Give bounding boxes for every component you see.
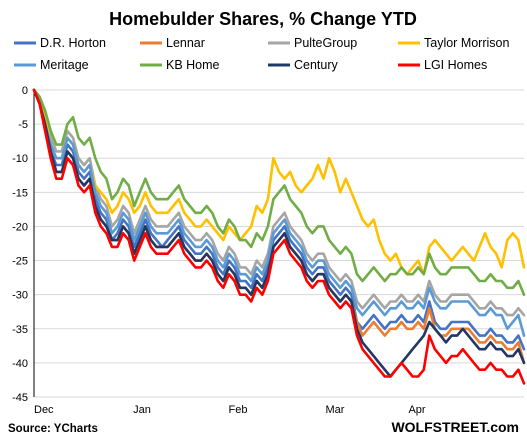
x-tick-label: Dec [34, 404, 54, 416]
y-axis: 0 -5 -10 -15 -20 -25 -30 -35 -40 -45 [12, 85, 35, 404]
chart-title: Homebulder Shares, % Change YTD [109, 9, 417, 29]
series-line-d-r-horton [32, 88, 526, 351]
y-tick-label: -10 [12, 153, 28, 165]
series-line-lgi-homes [32, 88, 526, 385]
legend-label: PulteGroup [294, 36, 357, 50]
legend-label: D.R. Horton [40, 36, 106, 50]
legend-label: Meritage [40, 58, 89, 72]
series-line-pultegroup [32, 88, 526, 317]
series-line-taylor-morrison [32, 88, 526, 276]
x-tick-label: Jan [133, 404, 151, 416]
series-line-kb-home [32, 88, 526, 297]
y-tick-label: -15 [12, 187, 28, 199]
legend-label: LGI Homes [424, 58, 487, 72]
y-tick-label: -25 [12, 256, 28, 268]
chart-legend: D.R. Horton Lennar PulteGroup Taylor Morris… [14, 36, 509, 72]
brand-label: WOLFSTREET.com [391, 419, 519, 435]
series-line-century [32, 88, 526, 378]
y-tick-label: 0 [22, 85, 28, 97]
x-tick-label: Feb [229, 404, 248, 416]
chart-source: Source: YCharts [8, 423, 98, 435]
legend-label: Taylor Morrison [424, 36, 509, 50]
legend-label: Century [294, 58, 339, 72]
x-tick-label: Mar [326, 404, 345, 416]
y-tick-label: -5 [18, 119, 28, 131]
x-tick-label: Apr [408, 404, 425, 416]
y-tick-label: -20 [12, 221, 28, 233]
chart-grid [34, 89, 524, 398]
chart-series [32, 88, 526, 385]
y-tick-label: -35 [12, 324, 28, 336]
y-tick-label: -40 [12, 358, 28, 370]
x-axis: Dec Jan Feb Mar Apr [34, 404, 426, 416]
legend-label: Lennar [166, 36, 205, 50]
y-tick-label: -45 [12, 392, 28, 404]
y-tick-label: -30 [12, 290, 28, 302]
series-line-meritage [32, 88, 526, 337]
legend-label: KB Home [166, 58, 220, 72]
